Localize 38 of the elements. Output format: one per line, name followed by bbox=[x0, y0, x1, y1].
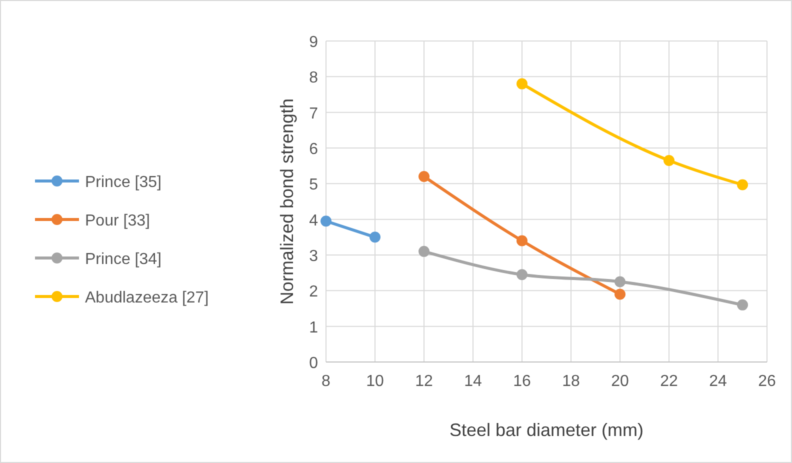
x-tick-label: 10 bbox=[366, 373, 384, 390]
y-tick-label: 1 bbox=[309, 319, 318, 336]
x-tick-label: 22 bbox=[660, 373, 678, 390]
y-tick-label: 4 bbox=[309, 212, 318, 230]
y-axis-title: Normalized bond strength bbox=[277, 98, 297, 305]
point bbox=[418, 171, 430, 182]
x-tick-label: 12 bbox=[415, 373, 433, 390]
x-tick-label: 14 bbox=[464, 373, 482, 390]
point bbox=[664, 154, 674, 166]
y-tick-label: 0 bbox=[309, 355, 318, 372]
y-tick-label: 7 bbox=[309, 105, 318, 122]
point bbox=[614, 276, 626, 288]
point bbox=[320, 216, 332, 227]
legend-label: Prince [35] bbox=[85, 174, 162, 191]
point bbox=[737, 179, 748, 190]
y-tick-label: 9 bbox=[309, 34, 318, 51]
y-tick-label: 5 bbox=[309, 176, 318, 194]
point bbox=[614, 288, 626, 300]
x-axis-title: Steel bar diameter (mm) bbox=[449, 420, 644, 440]
y-tick-label: 2 bbox=[309, 284, 318, 301]
point bbox=[516, 269, 528, 280]
x-tick-label: 20 bbox=[611, 373, 629, 390]
y-tick-label: 8 bbox=[309, 70, 318, 87]
point bbox=[516, 78, 528, 90]
point bbox=[418, 246, 430, 257]
x-tick-label: 24 bbox=[709, 373, 727, 390]
x-tick-label: 26 bbox=[758, 373, 776, 390]
y-tick-label: 6 bbox=[309, 141, 318, 158]
x-tick-label: 8 bbox=[322, 373, 331, 390]
x-tick-label: 18 bbox=[562, 373, 580, 390]
legend-label: Abudlazeeza [27] bbox=[85, 290, 209, 306]
y-tick-label: 3 bbox=[309, 248, 318, 265]
point bbox=[516, 235, 528, 246]
x-tick-label: 16 bbox=[513, 373, 531, 390]
legend-label: Pour [33] bbox=[85, 212, 150, 230]
point bbox=[737, 299, 748, 310]
legend-label: Prince [34] bbox=[85, 251, 162, 268]
point bbox=[370, 232, 380, 243]
